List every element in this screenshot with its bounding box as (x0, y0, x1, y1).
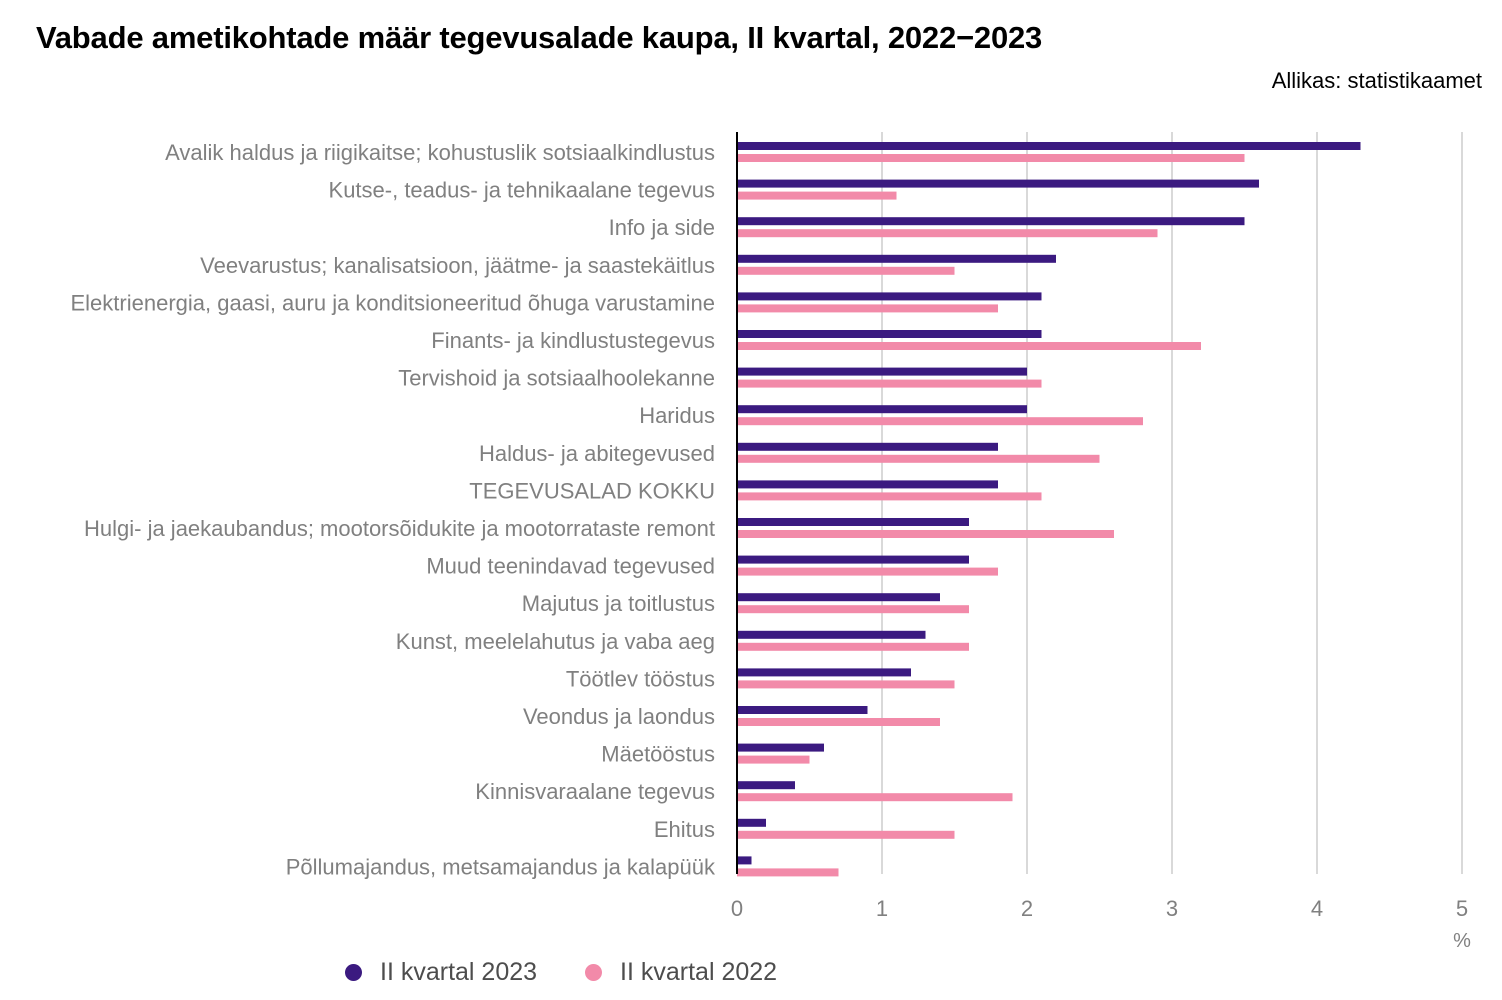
bar-2022 (737, 642, 969, 651)
bar-2023 (737, 442, 998, 451)
category-label: Kinnisvaraalane tegevus (475, 779, 715, 804)
category-label: Hulgi- ja jaekaubandus; mootorsõidukite … (84, 516, 715, 541)
bar-2023 (737, 142, 1361, 150)
legend-item-2022[interactable]: II kvartal 2022 (585, 958, 777, 987)
category-label: TEGEVUSALAD KOKKU (469, 478, 715, 503)
category-label: Elektrienergia, gaasi, auru ja konditsio… (71, 290, 716, 315)
bar-2022 (737, 868, 839, 877)
category-label: Kutse-, teadus- ja tehnikaalane tegevus (329, 178, 715, 203)
category-label: Veondus ja laondus (523, 704, 715, 729)
bar-2023 (737, 743, 824, 752)
x-tick-label: 3 (1166, 896, 1178, 921)
legend-item-2023[interactable]: II kvartal 2023 (345, 958, 537, 987)
bar-2023 (737, 254, 1056, 263)
bars (737, 142, 1361, 877)
legend: II kvartal 2023 II kvartal 2022 (345, 958, 825, 987)
bar-2023 (737, 292, 1042, 301)
category-label: Avalik haldus ja riigikaitse; kohustusli… (165, 140, 715, 165)
category-label: Mäetööstus (601, 742, 715, 767)
bar-2022 (737, 191, 897, 200)
bar-2023 (737, 593, 940, 602)
category-label: Tervishoid ja sotsiaalhoolekanne (398, 366, 715, 391)
category-label: Haridus (639, 403, 715, 428)
bar-2023 (737, 217, 1245, 226)
bar-2023 (737, 518, 969, 526)
bar-2022 (737, 229, 1158, 238)
category-label: Haldus- ja abitegevused (479, 441, 715, 466)
bar-2022 (737, 492, 1042, 501)
category-label: Ehitus (654, 817, 715, 842)
x-tick-label: 0 (731, 896, 743, 921)
bar-2022 (737, 605, 969, 614)
bar-2023 (737, 668, 911, 677)
bar-2023 (737, 555, 969, 564)
x-tick-label: 2 (1021, 896, 1033, 921)
legend-label: II kvartal 2023 (380, 958, 538, 986)
legend-label: II kvartal 2022 (620, 958, 778, 986)
bar-2022 (737, 718, 940, 726)
bar-2022 (737, 304, 998, 313)
x-tick-label: 1 (876, 896, 888, 921)
category-labels: Avalik haldus ja riigikaitse; kohustusli… (71, 140, 716, 879)
x-tick-label: 4 (1311, 896, 1323, 921)
x-unit-label: % (1453, 930, 1471, 952)
bar-2023 (737, 706, 868, 714)
category-label: Töötlev tööstus (566, 666, 715, 691)
x-tick-labels: 0 1 2 3 4 5 (731, 896, 1468, 921)
bar-2023 (737, 818, 766, 827)
x-tick-label: 5 (1456, 896, 1468, 921)
category-label: Info ja side (609, 215, 715, 240)
bar-2022 (737, 680, 955, 689)
category-label: Majutus ja toitlustus (522, 591, 715, 616)
bar-2022 (737, 755, 810, 764)
legend-dot-icon (345, 964, 362, 981)
bar-2022 (737, 266, 955, 275)
bar-2022 (737, 342, 1201, 350)
bar-2023 (737, 856, 752, 865)
bar-2022 (737, 530, 1114, 538)
bar-2022 (737, 567, 998, 576)
bar-2023 (737, 179, 1259, 188)
bar-2023 (737, 630, 926, 639)
legend-dot-icon (585, 964, 603, 981)
category-label: Muud teenindavad tegevused (426, 554, 715, 579)
category-label: Põllumajandus, metsamajandus ja kalapüük (286, 854, 716, 879)
gridlines (881, 132, 1463, 874)
bar-2022 (737, 417, 1143, 426)
chart-title: Vabade ametikohtade määr tegevusalade ka… (36, 20, 1043, 55)
source-label: Allikas: statistikaamet (1271, 68, 1482, 93)
bar-2022 (737, 454, 1100, 463)
bar-2022 (737, 154, 1245, 162)
category-label: Veevarustus; kanalisatsioon, jäätme- ja … (200, 253, 715, 278)
bar-2022 (737, 830, 955, 839)
bar-2023 (737, 480, 998, 489)
category-label: Kunst, meelelahutus ja vaba aeg (396, 629, 715, 654)
bar-2023 (737, 781, 795, 790)
bar-2022 (737, 793, 1013, 802)
bar-2023 (737, 330, 1042, 338)
bar-2022 (737, 379, 1042, 388)
bar-2023 (737, 405, 1027, 414)
category-label: Finants- ja kindlustustegevus (431, 328, 715, 353)
bar-2023 (737, 367, 1027, 376)
